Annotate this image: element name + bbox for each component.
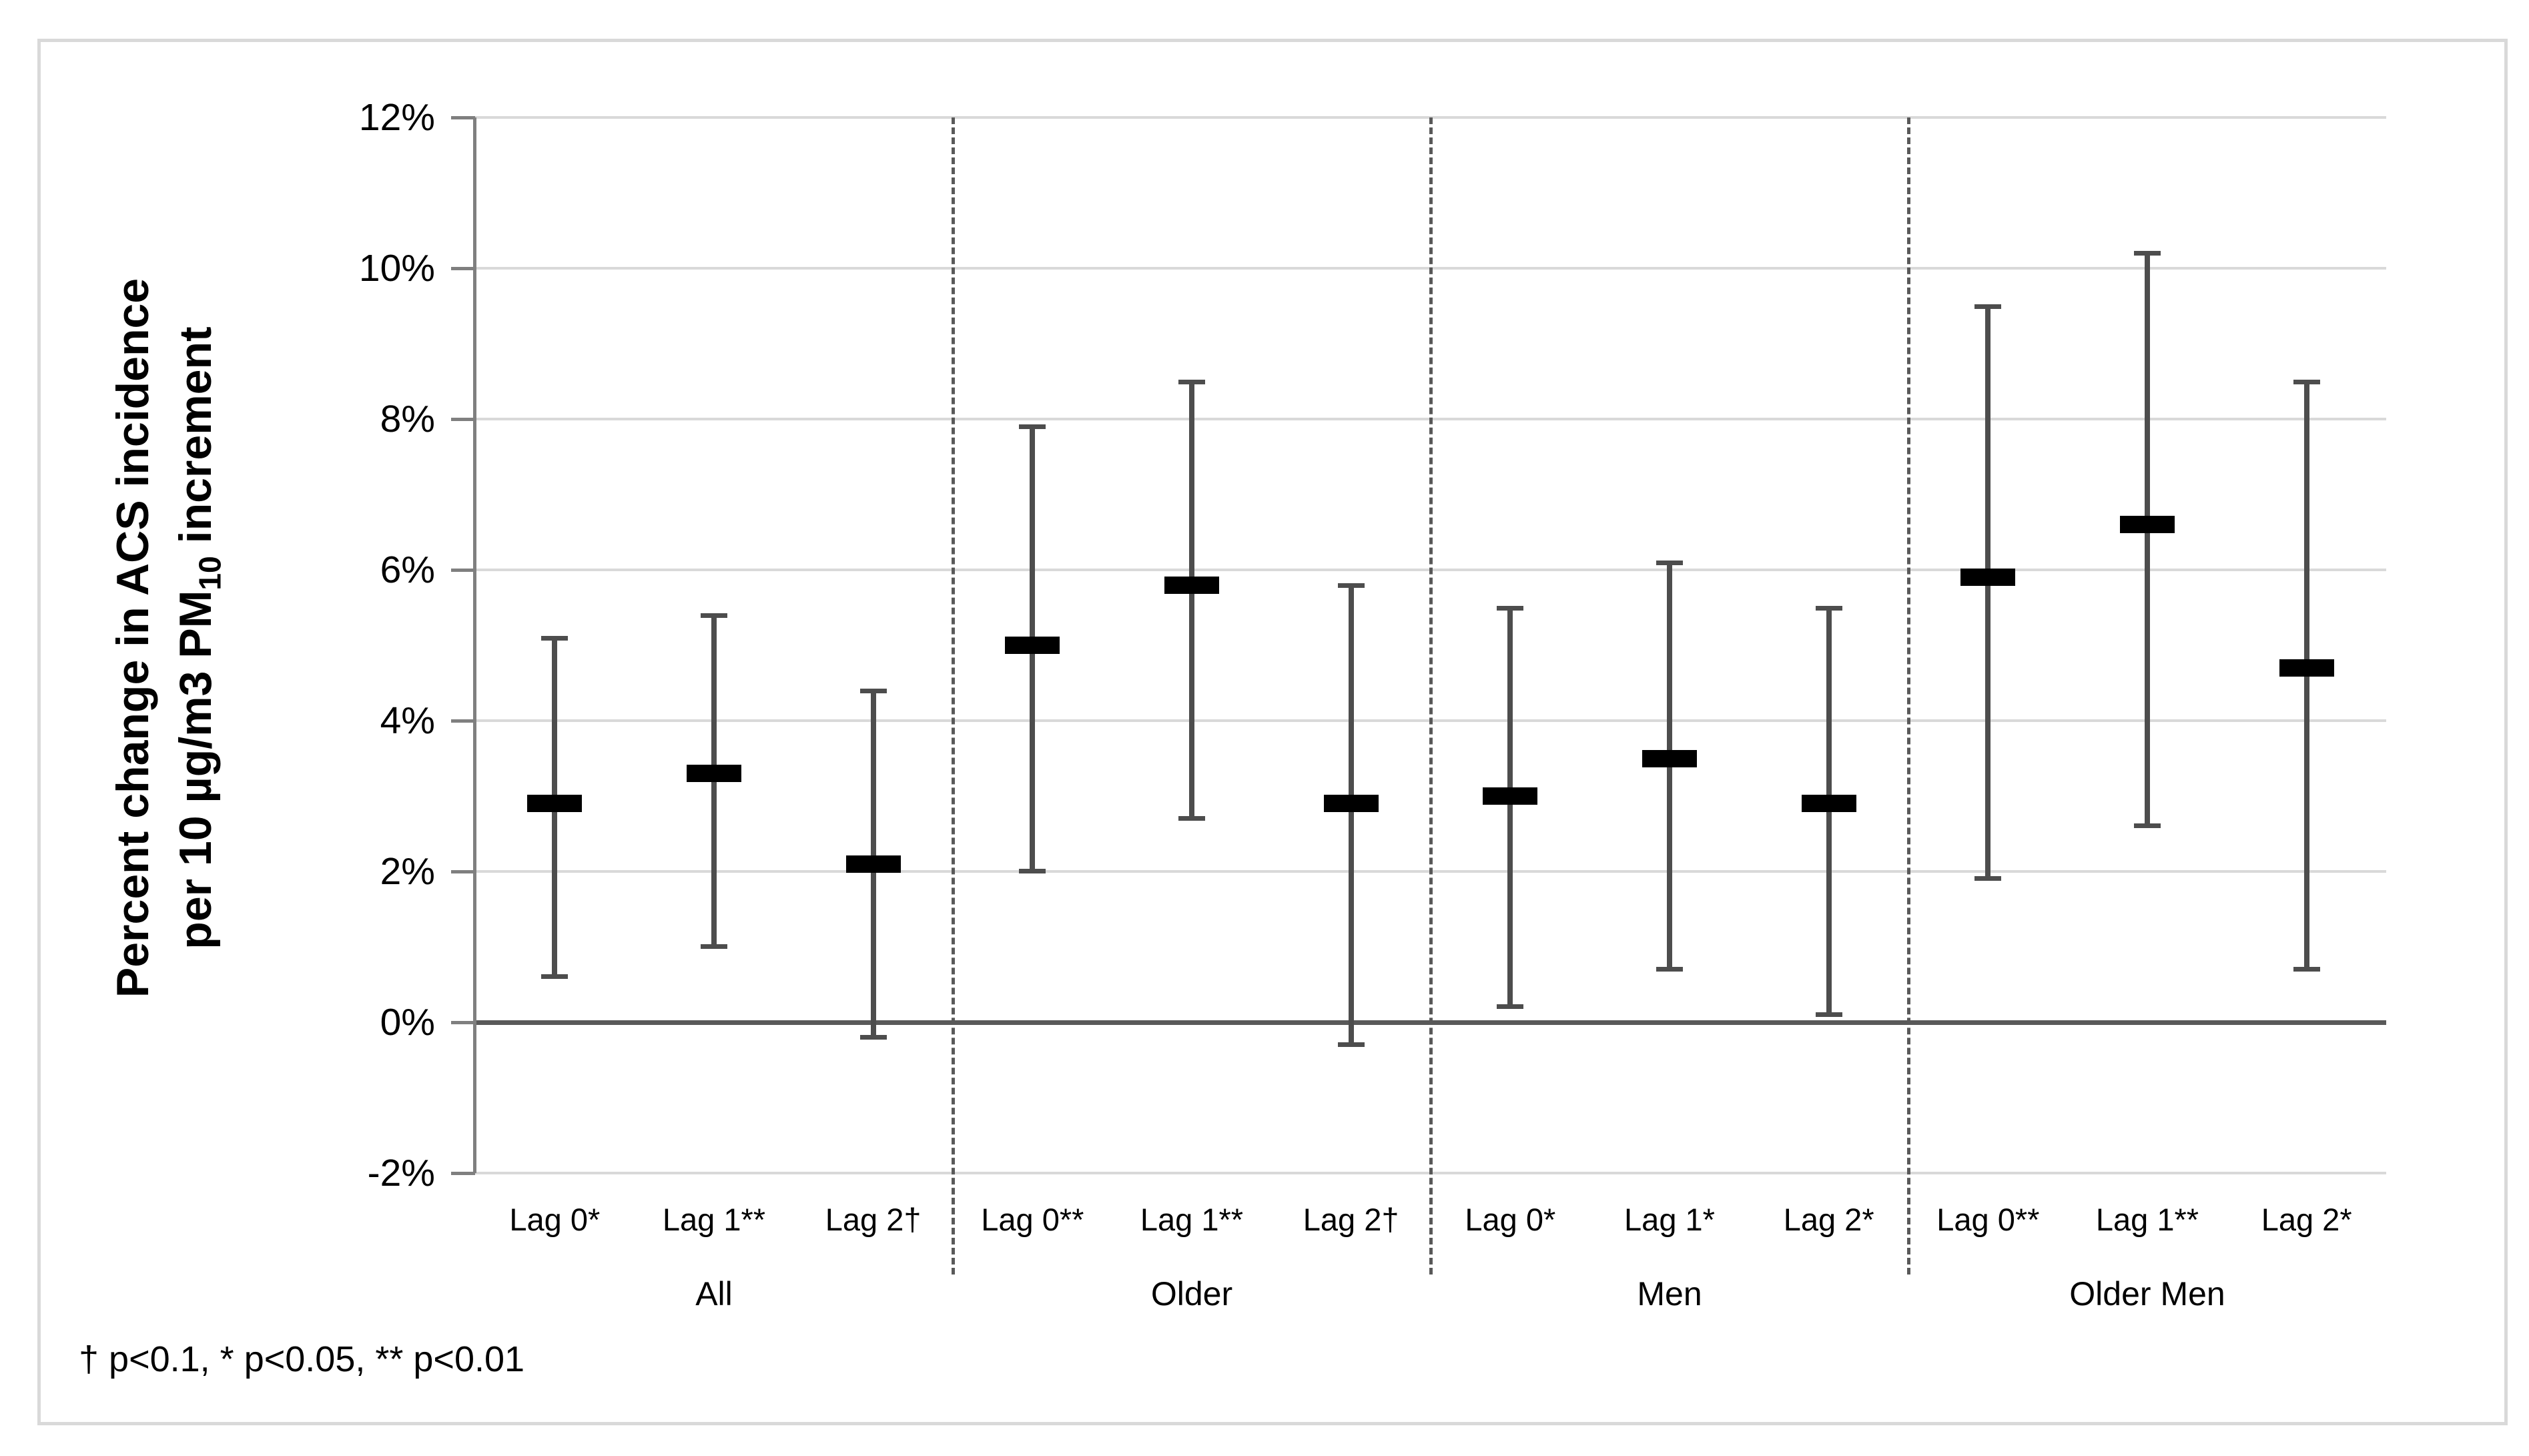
ci-cap-bottom — [2134, 823, 2161, 829]
y-axis-line — [473, 117, 476, 1173]
ci-whisker — [1985, 306, 1991, 879]
ci-cap-bottom — [1337, 1042, 1365, 1047]
ci-cap-bottom — [1178, 815, 1205, 821]
point-estimate-bar — [1164, 576, 1219, 594]
y-tick-label: 12% — [358, 96, 435, 139]
ci-cap-top — [701, 613, 727, 618]
x-tick-label: Lag 2* — [2261, 1202, 2352, 1237]
ci-cap-bottom — [1019, 869, 1046, 873]
ci-cap-top — [1497, 605, 1524, 611]
point-estimate-bar — [1005, 637, 1060, 654]
x-tick-label: Lag 1* — [1624, 1202, 1715, 1237]
ci-whisker — [1507, 607, 1513, 1008]
ci-cap-top — [1815, 605, 1842, 611]
y-tick-label: 10% — [358, 247, 435, 290]
x-tick-label: Lag 1** — [1140, 1202, 1244, 1237]
ci-cap-bottom — [1656, 966, 1683, 972]
group-separator — [952, 117, 955, 1275]
ci-cap-bottom — [2293, 966, 2320, 972]
ci-whisker — [2145, 253, 2150, 827]
ci-cap-bottom — [1815, 1012, 1842, 1017]
y-tick-label: 6% — [380, 549, 435, 591]
group-label: All — [695, 1275, 733, 1313]
y-tick-label: 2% — [380, 850, 435, 893]
ci-cap-top — [1019, 424, 1046, 430]
group-label: Men — [1637, 1275, 1702, 1313]
ci-cap-bottom — [541, 974, 569, 980]
y-tick-label: -2% — [367, 1152, 435, 1194]
x-tick-label: Lag 2* — [1783, 1202, 1874, 1237]
point-estimate-bar — [2120, 516, 2175, 534]
y-axis-tick — [451, 116, 475, 119]
y-axis-tick — [451, 267, 475, 270]
point-estimate-bar — [1801, 795, 1856, 813]
ci-cap-top — [2134, 251, 2161, 256]
y-axis-tick — [451, 1021, 475, 1024]
point-estimate-bar — [1323, 795, 1379, 813]
point-estimate-bar — [1960, 569, 2016, 587]
y-axis-tick — [451, 569, 475, 572]
x-tick-label: Lag 0** — [1936, 1202, 2040, 1237]
y-axis-tick — [451, 870, 475, 873]
point-estimate-bar — [1642, 749, 1697, 767]
ci-cap-bottom — [1497, 1004, 1524, 1010]
x-tick-label: Lag 1** — [662, 1202, 766, 1237]
ci-cap-bottom — [701, 944, 727, 949]
x-tick-label: Lag 0** — [981, 1202, 1084, 1237]
figure-border — [37, 39, 2508, 1425]
y-tick-label: 0% — [380, 1001, 435, 1044]
ci-cap-top — [1974, 304, 2002, 309]
y-axis-tick — [451, 719, 475, 723]
x-tick-label: Lag 1** — [2095, 1202, 2199, 1237]
point-estimate-bar — [1483, 787, 1538, 805]
ci-cap-bottom — [1974, 876, 2002, 881]
ci-whisker — [1348, 585, 1354, 1045]
significance-footnote: † p<0.1, * p<0.05, ** p<0.01 — [79, 1339, 525, 1379]
point-estimate-bar — [845, 855, 901, 873]
y-tick-label: 8% — [380, 398, 435, 440]
x-tick-label: Lag 2† — [1303, 1202, 1399, 1237]
ci-cap-top — [1656, 560, 1683, 565]
y-axis-tick — [451, 418, 475, 421]
group-separator — [1429, 117, 1433, 1275]
ci-cap-top — [1337, 583, 1365, 588]
x-tick-label: Lag 0* — [509, 1202, 601, 1237]
ci-cap-top — [859, 688, 887, 693]
point-estimate-bar — [687, 765, 741, 783]
ci-cap-top — [541, 635, 569, 641]
x-tick-label: Lag 0* — [1465, 1202, 1556, 1237]
x-tick-label: Lag 2† — [825, 1202, 922, 1237]
ci-cap-bottom — [859, 1034, 887, 1040]
ci-cap-top — [1178, 379, 1205, 384]
y-tick-label: 4% — [380, 699, 435, 742]
ci-whisker — [1189, 381, 1194, 819]
point-estimate-bar — [527, 795, 583, 813]
group-separator — [1907, 117, 1910, 1275]
ci-cap-top — [2293, 379, 2320, 384]
y-axis-tick — [451, 1172, 475, 1175]
group-label: Older Men — [2069, 1275, 2225, 1313]
point-estimate-bar — [2279, 659, 2334, 677]
group-label: Older — [1150, 1275, 1233, 1313]
